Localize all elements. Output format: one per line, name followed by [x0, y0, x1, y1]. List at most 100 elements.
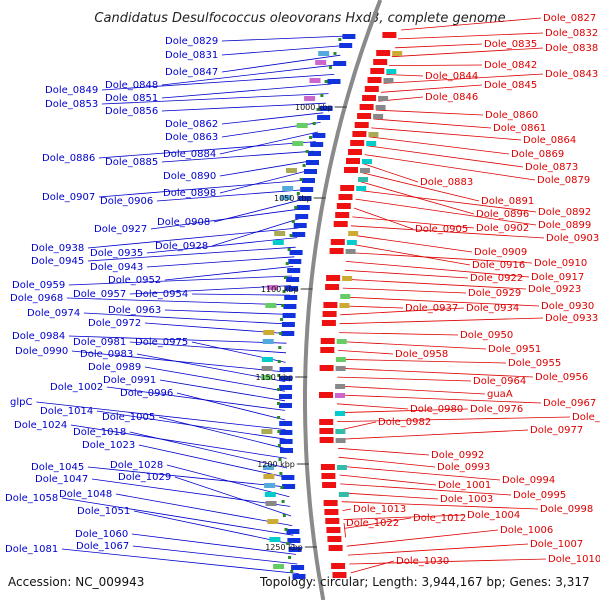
right-gene-label: Dole_0976	[470, 404, 523, 415]
left-gene-label: Dole_0885	[105, 157, 158, 168]
left-label-connector	[87, 227, 299, 249]
left-gene-label: Dole_1028	[110, 460, 163, 471]
left-gene-label: glpC	[10, 397, 32, 408]
forward-gene-feature	[364, 86, 379, 92]
right-gene-label: Dole_0934	[466, 303, 519, 314]
cog-feature	[261, 429, 273, 434]
right-label-connector	[342, 287, 467, 294]
cog-feature	[261, 366, 273, 371]
left-label-connector	[221, 35, 348, 42]
forward-gene-feature	[352, 131, 367, 137]
right-label-connector	[342, 508, 352, 511]
right-label-connector	[347, 543, 529, 556]
reverse-gene-feature	[333, 61, 347, 66]
right-label-connector	[338, 447, 430, 456]
cog-feature	[336, 465, 347, 470]
left-label-connector	[132, 545, 298, 565]
left-label-connector	[150, 208, 302, 230]
right-label-connector	[337, 429, 529, 440]
cog-feature	[296, 123, 308, 128]
reverse-gene-feature	[284, 295, 298, 300]
forward-gene-feature	[333, 221, 348, 227]
rna-marker	[277, 374, 281, 377]
reverse-gene-feature	[281, 322, 295, 327]
scale-tick-label: 1200 kbp	[257, 460, 295, 469]
forward-gene-feature	[359, 104, 374, 110]
reverse-gene-feature	[283, 304, 297, 309]
right-label-connector	[386, 74, 424, 77]
reverse-gene-feature	[300, 187, 314, 192]
cog-feature	[265, 303, 277, 308]
left-gene-label: Dole_0927	[94, 224, 147, 235]
right-gene-label: Dole_1004	[467, 510, 520, 521]
forward-gene-feature	[376, 50, 391, 56]
cog-feature	[366, 141, 377, 146]
forward-gene-feature	[336, 203, 351, 209]
left-label-connector	[221, 112, 324, 125]
rna-marker	[291, 220, 295, 223]
rna-marker	[287, 248, 291, 251]
left-label-connector	[174, 476, 292, 517]
gene-connector-lines	[36, 17, 571, 574]
rna-marker	[277, 444, 281, 447]
right-label-connector	[341, 501, 539, 510]
left-gene-label: Dole_0981	[73, 337, 126, 348]
right-gene-label: Dole_0909	[474, 247, 527, 258]
reverse-gene-feature	[287, 268, 301, 273]
left-gene-label: Dole_0928	[155, 241, 208, 252]
left-gene-label: Dole_1067	[76, 541, 129, 552]
right-gene-label: Dole_0842	[484, 60, 537, 71]
left-label-connector	[219, 170, 310, 194]
left-label-connector	[61, 497, 294, 536]
rna-marker	[278, 458, 282, 461]
left-gene-label: Dole_0968	[10, 293, 63, 304]
right-label-connector	[349, 558, 547, 565]
cog-feature	[335, 357, 346, 362]
right-label-connector	[371, 127, 522, 141]
rna-marker	[289, 234, 293, 237]
forward-gene-feature	[320, 338, 335, 344]
cog-feature	[261, 375, 273, 380]
cog-feature	[318, 51, 330, 56]
forward-gene-feature	[340, 185, 355, 191]
left-label-connector	[115, 493, 293, 526]
right-gene-label: Dole_0923	[528, 284, 581, 295]
reverse-gene-feature	[302, 178, 315, 183]
rna-marker	[296, 192, 300, 195]
reverse-gene-feature	[292, 574, 306, 579]
left-gene-label: Dole_0908	[157, 217, 210, 228]
scale-tick-label: 1250 kbp	[265, 543, 303, 552]
rna-marker	[282, 290, 286, 293]
left-label-connector	[68, 335, 287, 344]
reverse-gene-feature	[339, 43, 353, 48]
right-label-connector	[338, 341, 487, 350]
left-gene-label: Dole_0963	[108, 305, 161, 316]
rna-marker	[288, 556, 292, 559]
rna-marker	[324, 80, 328, 83]
cog-feature	[262, 465, 274, 470]
forward-gene-feature	[321, 320, 336, 326]
forward-gene-feature	[327, 536, 342, 542]
left-label-connector	[164, 309, 289, 315]
right-label-connector	[394, 43, 483, 49]
right-gene-label: Dole_1030	[396, 556, 449, 567]
forward-gene-feature	[322, 311, 337, 317]
left-label-connector	[161, 102, 326, 112]
rna-marker	[280, 486, 284, 489]
right-gene-label: Dole_0845	[484, 80, 537, 91]
reverse-gene-feature	[288, 547, 302, 552]
left-label-connector	[66, 297, 290, 306]
cog-feature	[267, 285, 279, 290]
left-gene-label: Dole_1005	[102, 412, 155, 423]
right-gene-label: Dole_0869	[511, 149, 564, 160]
rna-marker	[294, 206, 298, 209]
left-label-connector	[144, 366, 286, 392]
reverse-gene-feature	[280, 448, 293, 453]
right-label-connector	[338, 465, 501, 481]
cog-feature	[378, 96, 389, 101]
rna-marker	[281, 304, 285, 307]
cog-feature	[273, 564, 285, 569]
left-gene-labels: Dole_0829 Dole_0831 Dole_0847 Dole_0848 Dole…	[5, 36, 218, 555]
left-gene-label: Dole_0959	[12, 280, 65, 291]
